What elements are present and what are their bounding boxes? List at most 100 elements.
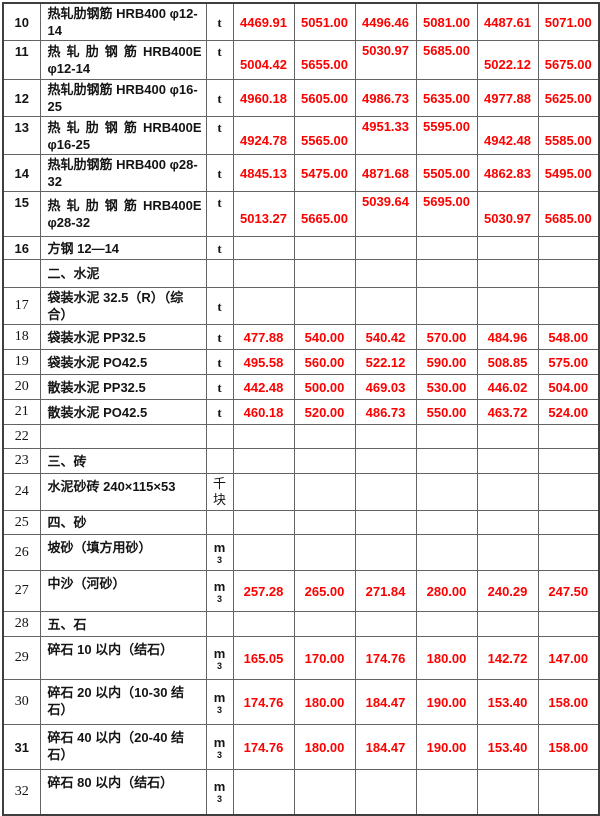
price-value [293,448,356,474]
table-row: 32 碎石 80 以内（结石） m 3 [2,769,600,815]
price-value: 257.28 [232,570,295,612]
unit-cell [205,448,234,474]
price-value [232,473,295,511]
price-value: 524.00 [537,399,600,425]
unit-char: m [213,540,226,555]
price-value [293,473,356,511]
unit-char: 3 [216,704,222,715]
price-value: 4942.48 [476,116,539,155]
item-name: 袋装水泥 PP32.5 [39,324,207,350]
item-name: 热 轧 肋 钢 筋 HRB400E φ16-25 [39,116,207,155]
price-value: 271.84 [354,570,417,612]
price-value [415,448,478,474]
price-value [537,611,600,637]
item-name: 散装水泥 PP32.5 [39,374,207,400]
price-value [537,769,600,815]
table-row: 21 散装水泥 PO42.5 t 460.18 520.00 486.73 550.00 46… [2,399,600,425]
row-number: 10 [2,2,41,41]
row-number: 18 [2,324,41,350]
price-value [537,448,600,474]
price-value [232,259,295,288]
price-value: 158.00 [537,679,600,725]
price-value: 190.00 [415,724,478,770]
price-value: 5585.00 [537,116,600,155]
unit-cell: t [205,116,234,155]
price-value: 240.29 [476,570,539,612]
price-value: 5665.00 [293,191,356,237]
price-value: 530.00 [415,374,478,400]
price-value [537,236,600,260]
price-value: 4469.91 [232,2,295,41]
price-value [476,448,539,474]
price-value [415,769,478,815]
price-value: 590.00 [415,349,478,375]
row-number: 31 [2,724,41,770]
price-value: 265.00 [293,570,356,612]
price-value: 5685.00 [415,40,478,80]
price-value: 153.40 [476,679,539,725]
price-value [232,236,295,260]
item-name: 二、水泥 [39,259,207,288]
row-number: 24 [2,473,41,511]
price-value: 4862.83 [476,154,539,192]
price-value: 540.42 [354,324,417,350]
price-value [232,448,295,474]
item-name: 四、砂 [39,510,207,535]
row-number: 25 [2,510,41,535]
table-row: 26 坡砂（填方用砂） m 3 [2,534,600,571]
price-value [354,769,417,815]
price-value [537,259,600,288]
item-name: 三、砖 [39,448,207,474]
unit-cell: t [205,349,234,375]
unit-cell: t [205,399,234,425]
table-row: 30 碎石 20 以内（10-30 结石） m 3 174.76 180.00 184.47… [2,679,600,725]
price-value [476,424,539,449]
price-value [537,510,600,535]
price-value [293,534,356,571]
price-value [354,448,417,474]
row-number: 17 [2,287,41,325]
table-row: 17 袋装水泥 32.5（R）（综合） t [2,287,600,325]
price-value: 147.00 [537,636,600,680]
price-value: 548.00 [537,324,600,350]
price-value: 469.03 [354,374,417,400]
price-value [293,424,356,449]
price-value [354,510,417,535]
price-value: 5505.00 [415,154,478,192]
unit-char: 3 [216,593,222,604]
price-value [293,259,356,288]
unit-cell [205,424,234,449]
price-value: 5685.00 [537,191,600,237]
price-value [476,236,539,260]
unit-cell [205,510,234,535]
item-name: 坡砂（填方用砂） [39,534,207,571]
price-value: 5635.00 [415,79,478,117]
price-value: 520.00 [293,399,356,425]
unit-char: m [213,645,226,661]
price-value: 165.05 [232,636,295,680]
row-number: 12 [2,79,41,117]
price-value: 484.96 [476,324,539,350]
price-value [476,534,539,571]
price-value: 442.48 [232,374,295,400]
unit-cell: t [205,2,234,41]
price-value [293,236,356,260]
price-value [415,424,478,449]
price-value: 5625.00 [537,79,600,117]
row-number: 22 [2,424,41,449]
price-value: 4977.88 [476,79,539,117]
row-number: 11 [2,40,41,80]
unit-cell: t [205,40,234,80]
item-name: 热轧肋钢筋 HRB400 φ28-32 [39,154,207,192]
item-name: 袋装水泥 32.5（R）（综合） [39,287,207,325]
price-value [293,769,356,815]
price-value [415,259,478,288]
price-value [232,769,295,815]
price-value [537,287,600,325]
table-row: 14 热轧肋钢筋 HRB400 φ28-32 t 4845.13 5475.00 4871… [2,154,600,192]
price-value: 4960.18 [232,79,295,117]
price-value [232,611,295,637]
price-value: 5039.64 [354,191,417,237]
